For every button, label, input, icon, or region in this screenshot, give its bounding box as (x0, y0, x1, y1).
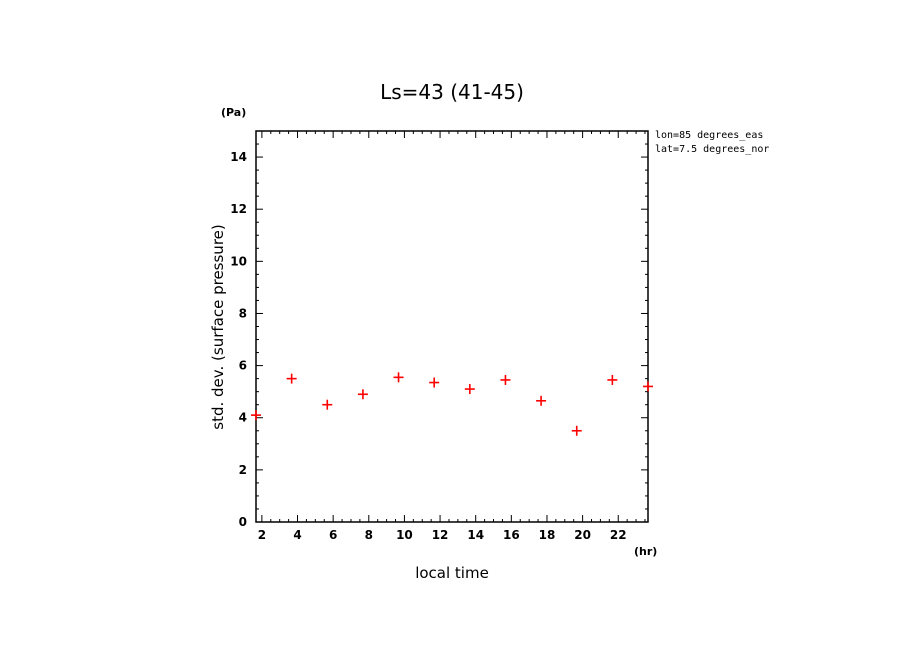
y-tick-label: 6 (239, 359, 247, 373)
x-tick-label: 6 (329, 528, 337, 542)
x-unit-label: (hr) (634, 545, 657, 558)
y-unit-label: (Pa) (221, 106, 246, 119)
y-tick-label: 8 (239, 306, 247, 320)
x-tick-label: 18 (539, 528, 556, 542)
data-point (251, 410, 261, 421)
x-tick-label: 2 (258, 528, 266, 542)
y-axis-label: std. dev. (surface pressure) (209, 224, 227, 429)
annotation-lat: lat=7.5 degrees_nor (655, 144, 769, 155)
x-tick-label: 14 (467, 528, 484, 542)
data-point (500, 374, 511, 385)
x-tick-label: 16 (503, 528, 520, 542)
annotation-lon: lon=85 degrees_eas (655, 130, 763, 141)
data-point (393, 372, 404, 383)
data-point (357, 389, 368, 400)
x-tick-label: 20 (574, 528, 591, 542)
x-tick-label: 22 (610, 528, 627, 542)
y-tick-label: 12 (230, 202, 247, 216)
plot-frame (255, 130, 649, 523)
y-tick-label: 10 (230, 254, 247, 268)
y-tick-label: 0 (239, 515, 247, 529)
data-point (571, 425, 582, 436)
data-point (286, 373, 297, 384)
x-tick-label: 12 (432, 528, 449, 542)
data-point (643, 381, 653, 392)
x-tick-label: 8 (365, 528, 373, 542)
data-point (607, 374, 618, 385)
data-point (429, 377, 440, 388)
y-tick-label: 2 (239, 463, 247, 477)
y-tick-label: 14 (230, 150, 247, 164)
x-tick-label: 4 (293, 528, 301, 542)
chart-title: Ls=43 (41-45) (380, 80, 524, 104)
data-points (251, 372, 653, 436)
data-point (536, 395, 547, 406)
data-point (464, 384, 475, 395)
x-tick-label: 10 (396, 528, 413, 542)
y-tick-label: 4 (239, 411, 247, 425)
data-point (322, 399, 333, 410)
x-axis-label: local time (415, 564, 489, 582)
